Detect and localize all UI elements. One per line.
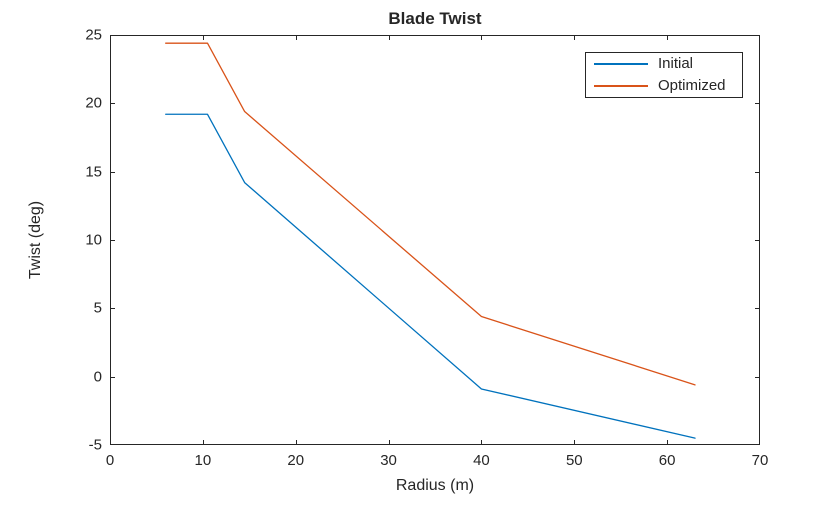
optimized-line: [165, 42, 696, 386]
y-tick-label: 25: [85, 26, 102, 44]
y-tick-label: 0: [93, 368, 102, 386]
initial-line-swatch: [594, 63, 648, 65]
x-tick-label: 40: [473, 452, 490, 469]
x-tick-label: 30: [380, 452, 397, 469]
legend-label-optimized: Optimized: [658, 77, 726, 94]
x-tick-label: 0: [105, 452, 115, 469]
x-tick-label: 20: [287, 452, 305, 469]
legend-entry-optimized: Optimized: [586, 77, 742, 95]
y-tick-label: 10: [85, 231, 102, 249]
plot-area: [110, 35, 760, 445]
x-tick-label: 70: [751, 452, 769, 469]
y-axis-label: Twist (deg): [27, 200, 44, 280]
legend: Initial Optimized: [585, 52, 743, 98]
y-tick-label: 20: [85, 94, 102, 112]
legend-entry-initial: Initial: [586, 55, 742, 73]
plot-canvas: [110, 35, 760, 445]
y-tick-label: 15: [85, 163, 102, 181]
x-tick-label: 60: [658, 452, 676, 469]
chart-title: Blade Twist: [388, 9, 482, 28]
x-axis-label: Radius (m): [395, 477, 475, 494]
legend-label-initial: Initial: [658, 55, 694, 72]
initial-line: [165, 113, 696, 439]
x-tick-label: 10: [194, 452, 212, 469]
optimized-line-swatch: [594, 85, 648, 87]
y-tick-label: 5: [93, 299, 102, 317]
y-tick-label: -5: [88, 436, 102, 454]
x-tick-label: 50: [565, 452, 583, 469]
